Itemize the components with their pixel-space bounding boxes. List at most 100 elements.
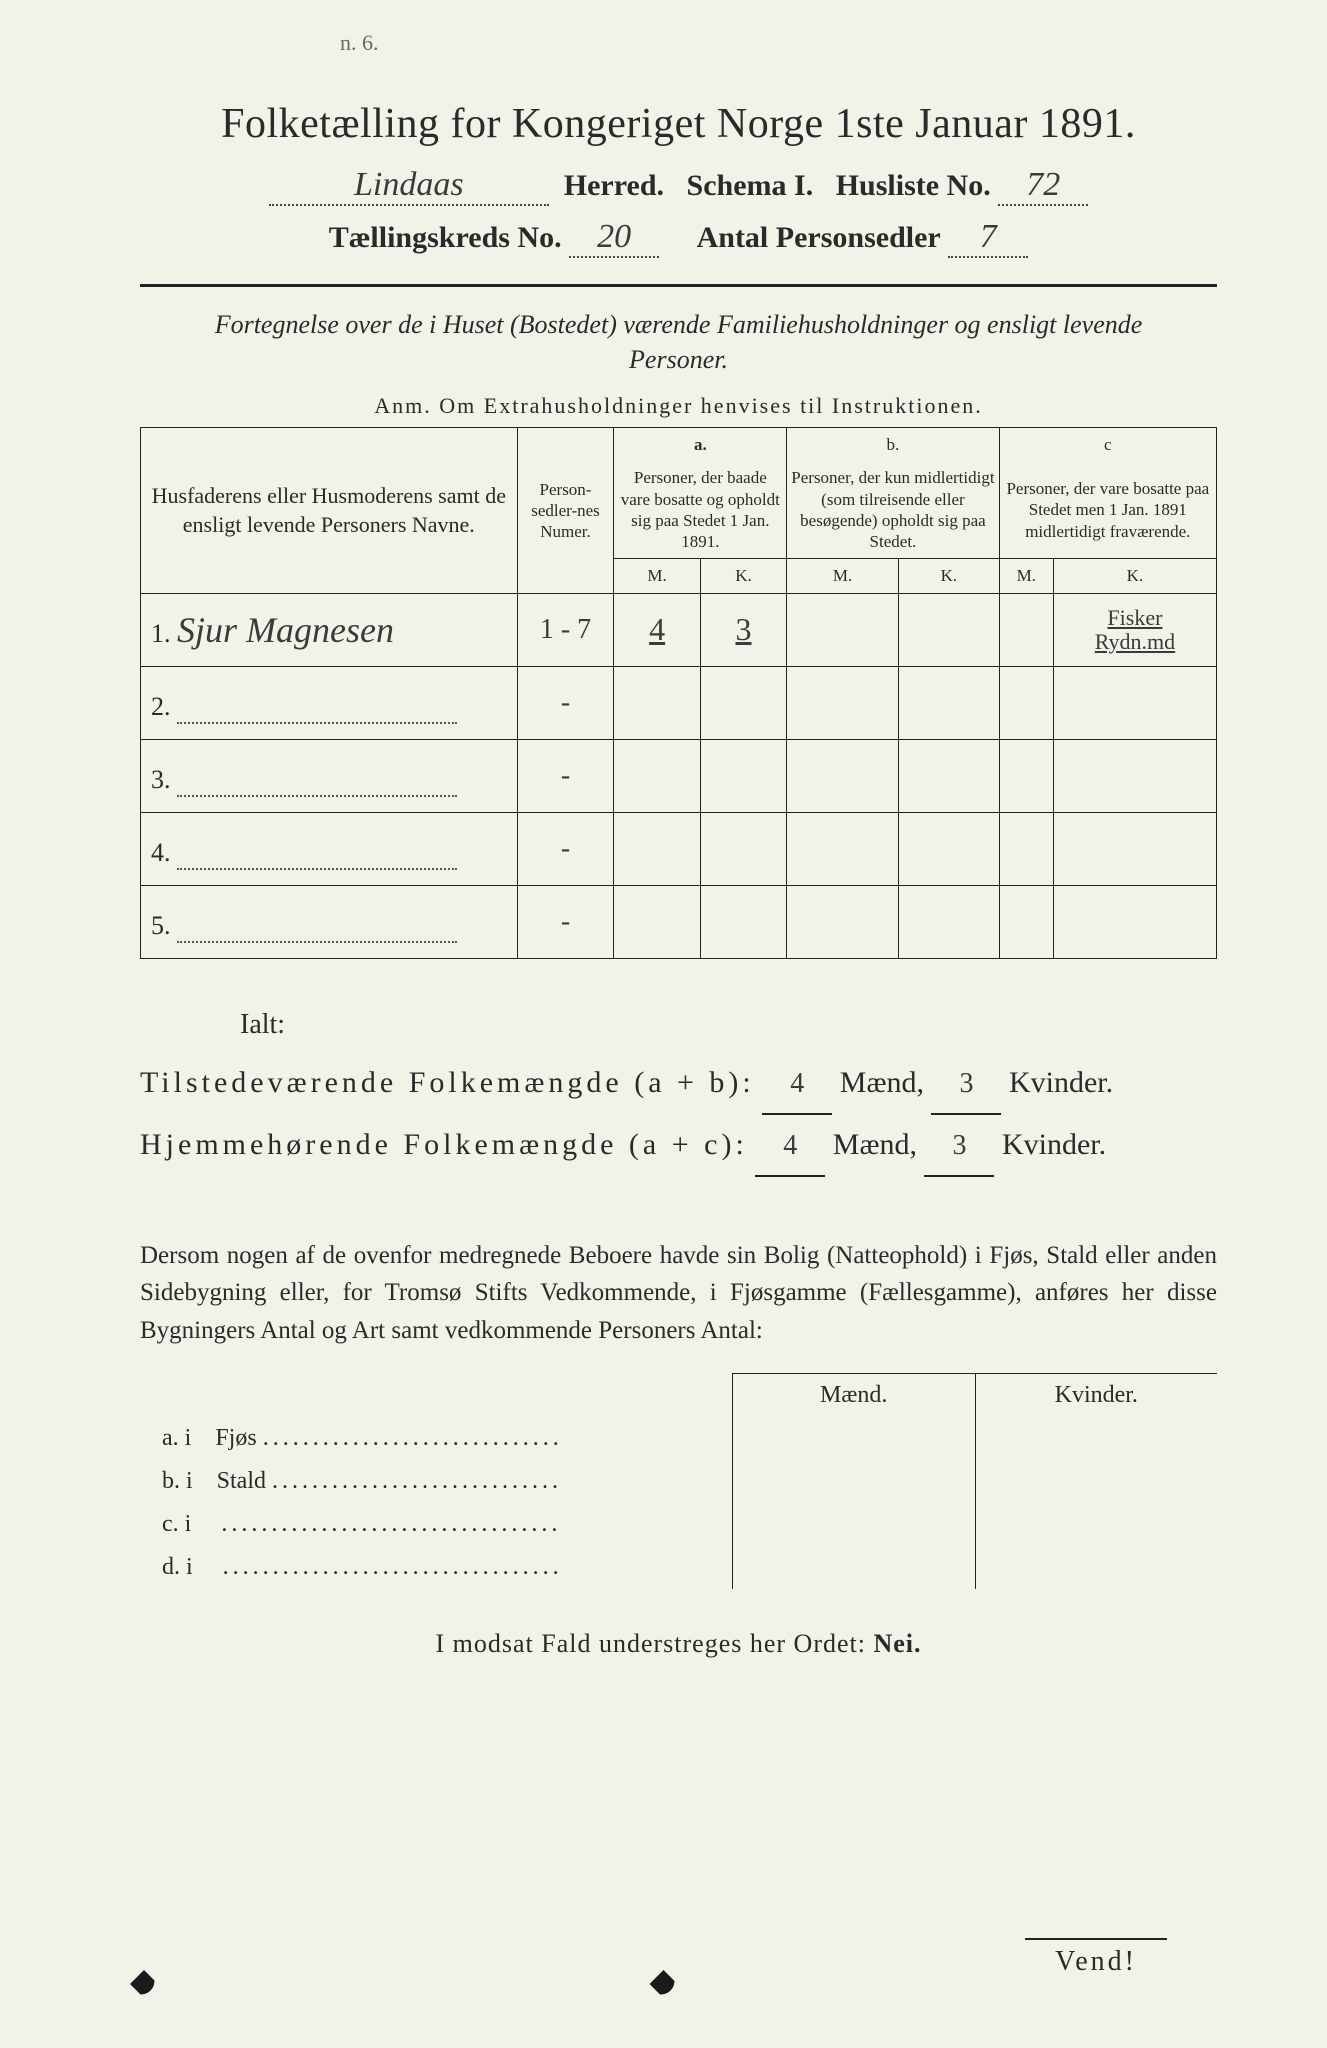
- table-cell: [1053, 812, 1216, 885]
- side-k: [975, 1417, 1217, 1460]
- subheading: Fortegnelse over de i Huset (Bostedet) v…: [180, 307, 1177, 377]
- table-row: 5. -: [141, 885, 1217, 958]
- table-cell: [787, 666, 899, 739]
- punch-hole-icon: [130, 1970, 158, 1998]
- table-row: 2. -: [141, 666, 1217, 739]
- table-cell: [899, 739, 1000, 812]
- row-name-cell: 5.: [141, 885, 518, 958]
- table-row: 4. -: [141, 812, 1217, 885]
- side-row: a. i Fjøs ..............................: [140, 1417, 1217, 1460]
- col-a-top: a.: [614, 428, 787, 462]
- table-cell: [787, 885, 899, 958]
- table-cell: FiskerRydn.md: [1053, 593, 1216, 666]
- table-cell: -: [517, 885, 614, 958]
- side-k: [975, 1503, 1217, 1546]
- husliste-label: Husliste No.: [836, 169, 991, 202]
- b-k: K.: [899, 559, 1000, 593]
- table-cell: [999, 593, 1053, 666]
- row-name-cell: 2.: [141, 666, 518, 739]
- kreds-no: 20: [597, 218, 631, 255]
- table-cell: [999, 666, 1053, 739]
- b-m: M.: [787, 559, 899, 593]
- sidebuilding-table: Mænd. Kvinder. a. i Fjøs ...............…: [140, 1373, 1217, 1589]
- kreds-label: Tællingskreds No.: [329, 221, 562, 254]
- herred-label: Herred.: [564, 169, 664, 202]
- table-cell: [614, 812, 700, 885]
- table-cell: [1053, 885, 1216, 958]
- col-b: Personer, der kun midlertidigt (som tilr…: [787, 461, 999, 559]
- table-cell: [614, 885, 700, 958]
- punch-hole-icon: [650, 1970, 678, 1998]
- table-cell: [700, 739, 786, 812]
- side-m: [732, 1546, 975, 1589]
- table-cell: [787, 593, 899, 666]
- side-maend: Mænd.: [732, 1374, 975, 1418]
- table-cell: [614, 666, 700, 739]
- table-cell: [787, 739, 899, 812]
- side-row: d. i ..................................: [140, 1546, 1217, 1589]
- table-cell: [1053, 739, 1216, 812]
- table-cell: [999, 812, 1053, 885]
- totals-line-2: Hjemmehørende Folkemængde (a + c): 4 Mæn…: [140, 1115, 1217, 1177]
- table-cell: [999, 739, 1053, 812]
- table-row: 3. -: [141, 739, 1217, 812]
- vend-label: Vend!: [1025, 1938, 1167, 1978]
- anm-note: Anm. Om Extrahusholdninger henvises til …: [140, 393, 1217, 419]
- side-label: c. i ..................................: [140, 1503, 732, 1546]
- table-cell: 3: [700, 593, 786, 666]
- table-cell: [899, 666, 1000, 739]
- c-m: M.: [999, 559, 1053, 593]
- table-cell: [700, 885, 786, 958]
- divider: [140, 284, 1217, 287]
- col-c: Personer, der vare bosatte paa Stedet me…: [999, 461, 1216, 559]
- a-k: K.: [700, 559, 786, 593]
- table-cell: [899, 885, 1000, 958]
- totals-line-1: Tilstedeværende Folkemængde (a + b): 4 M…: [140, 1053, 1217, 1115]
- col-b-top: b.: [787, 428, 999, 462]
- side-label: b. i Stald .............................: [140, 1460, 732, 1503]
- herred-value: Lindaas: [354, 166, 464, 203]
- row-name-cell: 4.: [141, 812, 518, 885]
- side-k: [975, 1546, 1217, 1589]
- table-row: 1. Sjur Magnesen1 - 743 FiskerRydn.md: [141, 593, 1217, 666]
- table-cell: [700, 666, 786, 739]
- col-a: Personer, der baade vare bosatte og opho…: [614, 461, 787, 559]
- census-table: Husfaderens eller Husmoderens samt de en…: [140, 427, 1217, 959]
- table-cell: [1053, 666, 1216, 739]
- table-cell: [700, 812, 786, 885]
- table-cell: [899, 593, 1000, 666]
- row-name-cell: 3.: [141, 739, 518, 812]
- side-kvinder: Kvinder.: [975, 1374, 1217, 1418]
- side-k: [975, 1460, 1217, 1503]
- col-numer: Person-sedler-nes Numer.: [517, 428, 614, 594]
- page-title: Folketælling for Kongeriget Norge 1ste J…: [140, 100, 1217, 148]
- schema-label: Schema I.: [687, 169, 814, 202]
- side-label: d. i ..................................: [140, 1546, 732, 1589]
- a-m: M.: [614, 559, 700, 593]
- side-m: [732, 1503, 975, 1546]
- side-m: [732, 1417, 975, 1460]
- table-cell: [614, 739, 700, 812]
- table-cell: 4: [614, 593, 700, 666]
- table-cell: [787, 812, 899, 885]
- antal-value: 7: [980, 218, 997, 255]
- side-label: a. i Fjøs ..............................: [140, 1417, 732, 1460]
- table-cell: -: [517, 812, 614, 885]
- header-line-herred: Lindaas Herred. Schema I. Husliste No. 7…: [140, 166, 1217, 206]
- table-cell: [999, 885, 1053, 958]
- side-row: c. i ..................................: [140, 1503, 1217, 1546]
- husliste-no: 72: [1026, 166, 1060, 203]
- census-form-page: n. 6. Folketælling for Kongeriget Norge …: [0, 0, 1327, 2048]
- row-name-cell: 1. Sjur Magnesen: [141, 593, 518, 666]
- table-cell: -: [517, 666, 614, 739]
- table-cell: 1 - 7: [517, 593, 614, 666]
- table-cell: [899, 812, 1000, 885]
- sidebuilding-paragraph: Dersom nogen af de ovenfor medregnede Be…: [140, 1237, 1217, 1350]
- col-c-top: c: [999, 428, 1216, 462]
- side-m: [732, 1460, 975, 1503]
- c-k: K.: [1053, 559, 1216, 593]
- col-names: Husfaderens eller Husmoderens samt de en…: [141, 428, 518, 594]
- header-line-kreds: Tællingskreds No. 20 Antal Personsedler …: [140, 218, 1217, 258]
- antal-label: Antal Personsedler: [697, 221, 941, 254]
- table-cell: -: [517, 739, 614, 812]
